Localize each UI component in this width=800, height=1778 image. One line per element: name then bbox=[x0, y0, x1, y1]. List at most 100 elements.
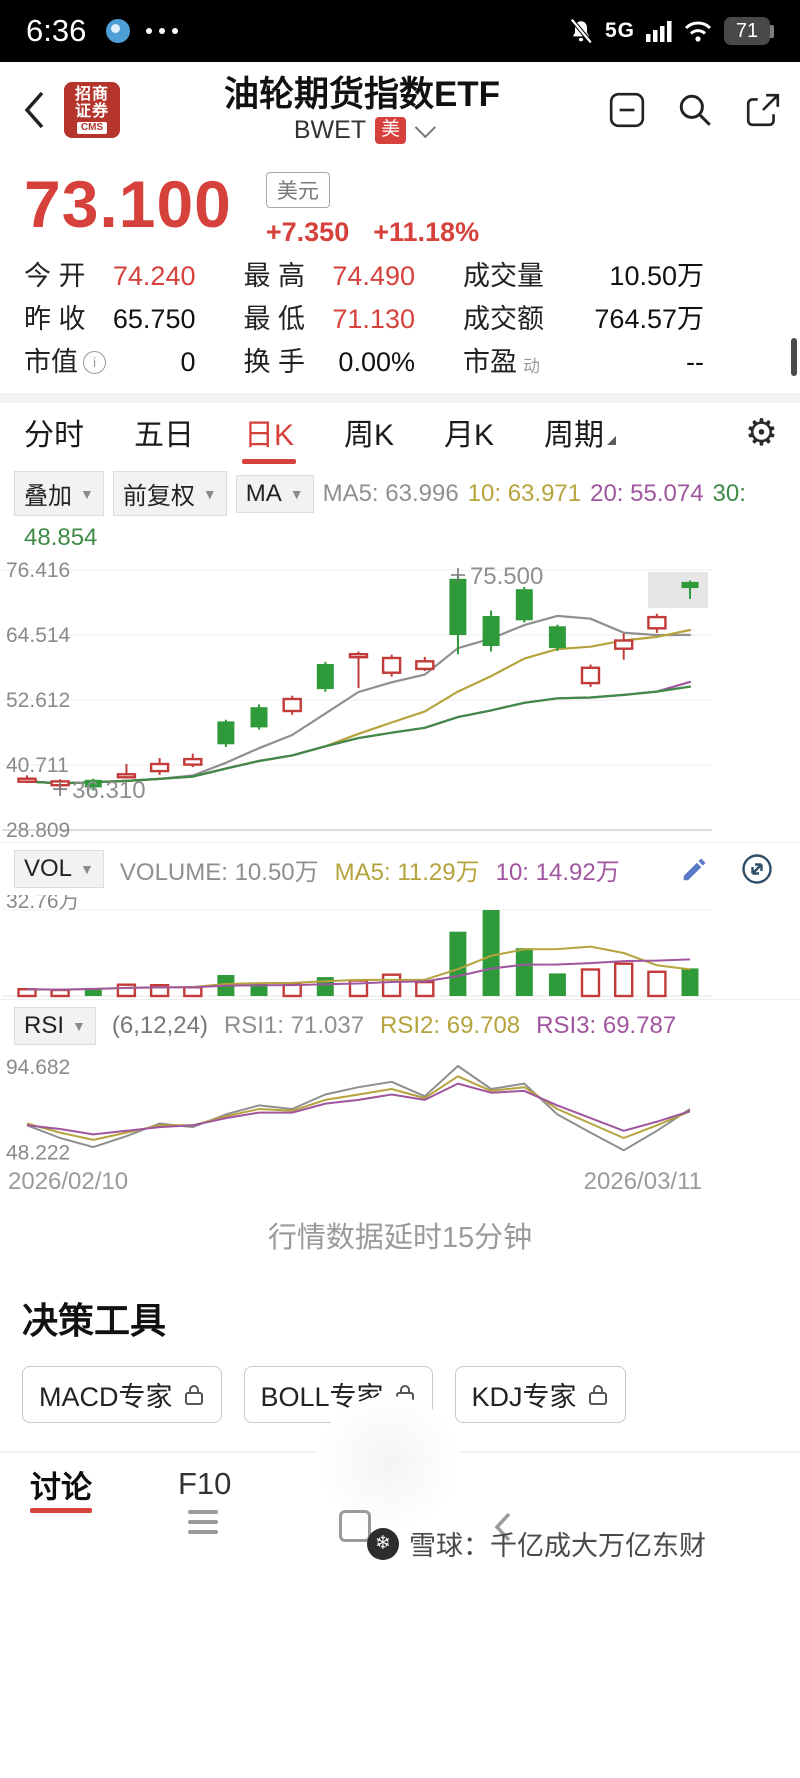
battery-icon: 71 bbox=[724, 17, 774, 45]
chart-settings-button[interactable]: ⚙ bbox=[744, 411, 778, 453]
date-start: 2026/02/10 bbox=[8, 1168, 129, 1196]
tab-五日[interactable]: 五日 bbox=[134, 419, 194, 453]
rsi-indicator-selector[interactable]: RSI ▼ bbox=[14, 1007, 96, 1046]
fullscreen-chart-button[interactable] bbox=[740, 852, 774, 886]
svg-text:64.514: 64.514 bbox=[6, 624, 71, 647]
bottom-tab-讨论[interactable]: 讨论 bbox=[30, 1453, 92, 1515]
rsi-panel-header: RSI ▼ (6,12,24) RSI1: 71.037 RSI2: 69.708… bbox=[0, 999, 800, 1052]
bottom-tab-F10[interactable]: F10 bbox=[178, 1466, 232, 1502]
stat-value: 10.50万 bbox=[609, 261, 704, 291]
clock: 6:36 bbox=[26, 13, 87, 48]
svg-text:52.612: 52.612 bbox=[6, 689, 70, 712]
stat-label-sub: 动 bbox=[522, 357, 540, 376]
signal-bars-icon bbox=[646, 19, 672, 43]
stat-label: 换 手 bbox=[243, 346, 305, 377]
remove-watchlist-button[interactable] bbox=[608, 91, 646, 129]
quote-section: 73.100 美元 +7.350 +11.18% bbox=[0, 158, 800, 252]
ma-value-wrap: 48.854 bbox=[24, 524, 98, 552]
rsi-params: (6,12,24) bbox=[111, 1012, 208, 1040]
stat-cell-6: 市值 0 bbox=[24, 346, 243, 380]
volume-value: VOLUME: 10.50万 bbox=[119, 858, 319, 886]
svg-text:40.711: 40.711 bbox=[6, 754, 69, 777]
candlestick-chart[interactable]: 75.500 36.310 76.416 64.514 52.612 40.711 28.8… bbox=[2, 558, 800, 842]
svg-text:94.682: 94.682 bbox=[6, 1056, 70, 1079]
expert-button-label: KDJ专家 bbox=[471, 1382, 577, 1413]
search-button[interactable] bbox=[676, 91, 714, 129]
stat-value: 764.57万 bbox=[594, 303, 704, 334]
info-icon[interactable] bbox=[83, 350, 106, 374]
watermark-smudge bbox=[316, 1396, 462, 1528]
rsi-chart[interactable]: 94.682 48.222 bbox=[2, 1052, 800, 1166]
notification-app-dot-icon bbox=[106, 19, 131, 43]
dropdown-triangle-icon: ▼ bbox=[80, 861, 94, 878]
edit-indicator-button[interactable] bbox=[680, 854, 710, 884]
stat-cell-8: 市盈动 -- bbox=[463, 346, 704, 380]
broker-logo-line1: 招商 bbox=[74, 85, 109, 103]
lock-icon bbox=[588, 1384, 607, 1405]
stat-label: 最 低 bbox=[243, 303, 305, 334]
stat-label: 市盈动 bbox=[463, 346, 540, 380]
xueqiu-watermark: 雪球：千亿成大万亿东财 bbox=[367, 1524, 706, 1563]
stat-value: 0.00% bbox=[338, 346, 415, 377]
dropdown-triangle-icon: ▼ bbox=[289, 485, 304, 502]
volume-chart[interactable]: 32.76万 bbox=[2, 895, 800, 999]
ma-value-2: 20: 55.074 bbox=[590, 479, 704, 507]
broker-logo-line2: 证券 bbox=[74, 103, 109, 120]
stat-label: 成交额 bbox=[462, 303, 544, 334]
tab-周K[interactable]: 周K bbox=[344, 419, 395, 453]
stat-label: 成交量 bbox=[462, 261, 544, 291]
dropdown-triangle-icon: ▼ bbox=[72, 1018, 86, 1035]
chip-叠加[interactable]: 叠加 ▼ bbox=[14, 471, 104, 517]
share-button[interactable] bbox=[744, 91, 782, 129]
network-type-label: 5G bbox=[604, 19, 635, 42]
nav-recents-button[interactable] bbox=[339, 1510, 371, 1542]
tab-日K[interactable]: 日K bbox=[242, 402, 297, 465]
stat-value: 0 bbox=[180, 346, 196, 377]
stat-cell-5: 成交额 764.57万 bbox=[463, 303, 704, 337]
indicator-bar: 叠加 ▼ 前复权 ▼ MA ▼ MA5: 63.996 10: 63.971 20: 55.07… bbox=[0, 461, 800, 558]
nav-back-button[interactable] bbox=[492, 1510, 514, 1544]
decision-tools-section: 决策工具 MACD专家 BOLL专家 KDJ专家 bbox=[0, 1292, 800, 1424]
rsi-chip-label: RSI bbox=[24, 1012, 65, 1040]
chip-MA[interactable]: MA ▼ bbox=[235, 474, 314, 513]
lock-icon bbox=[184, 1384, 203, 1405]
watermark-text: 雪球：千亿成大万亿东财 bbox=[409, 1531, 706, 1561]
broker-logo-caption: CMS bbox=[76, 122, 108, 135]
tab-周期[interactable]: 周期 bbox=[542, 402, 618, 462]
scrollbar-thumb[interactable] bbox=[791, 338, 797, 376]
price-change-percent: +11.18% bbox=[373, 217, 480, 247]
chip-前复权[interactable]: 前复权 ▼ bbox=[112, 471, 227, 517]
stat-cell-7: 换 手 0.00% bbox=[243, 346, 463, 380]
tab-月K[interactable]: 月K bbox=[444, 419, 495, 453]
minus-box-icon bbox=[609, 92, 645, 128]
expert-button-MACD专家[interactable]: MACD专家 bbox=[22, 1366, 222, 1424]
volume-indicator-selector[interactable]: VOL ▼ bbox=[14, 850, 104, 889]
stat-label: 最 高 bbox=[243, 261, 305, 291]
stat-value: 74.490 bbox=[332, 261, 415, 291]
overflow-dots-icon bbox=[146, 28, 179, 34]
stat-cell-4: 最 低 71.130 bbox=[243, 303, 463, 337]
chevron-down-icon bbox=[414, 117, 437, 139]
ma-value-3: 30: bbox=[712, 479, 746, 507]
volume-panel-header: VOL ▼ VOLUME: 10.50万 MA5: 11.29万 10: 14.9… bbox=[0, 842, 800, 895]
expand-icon bbox=[742, 854, 772, 884]
price-change: +7.350 bbox=[265, 217, 350, 247]
ma-value-1: 10: 63.971 bbox=[467, 479, 582, 507]
svg-text:32.76万: 32.76万 bbox=[6, 895, 80, 913]
ma-value-0: MA5: 63.996 bbox=[322, 479, 459, 507]
tab-分时[interactable]: 分时 bbox=[24, 419, 84, 453]
chip-label: 叠加 bbox=[24, 483, 72, 511]
nav-menu-button[interactable] bbox=[188, 1510, 218, 1534]
dropdown-triangle-icon: ▼ bbox=[202, 485, 217, 502]
period-tab-bar: 分时 五日 日K 周K 月K 周期 ⚙ bbox=[0, 402, 800, 465]
date-end: 2026/03/11 bbox=[583, 1168, 702, 1196]
wifi-icon bbox=[683, 19, 713, 43]
back-button[interactable] bbox=[18, 85, 52, 135]
expert-button-KDJ专家[interactable]: KDJ专家 bbox=[454, 1366, 626, 1424]
stat-cell-1: 最 高 74.490 bbox=[243, 260, 463, 294]
stat-label: 昨 收 bbox=[24, 303, 86, 334]
symbol-selector[interactable]: BWET 美 bbox=[120, 116, 604, 145]
status-bar: 6:36 5G 71 bbox=[0, 0, 800, 62]
svg-text:36.310: 36.310 bbox=[72, 777, 145, 804]
